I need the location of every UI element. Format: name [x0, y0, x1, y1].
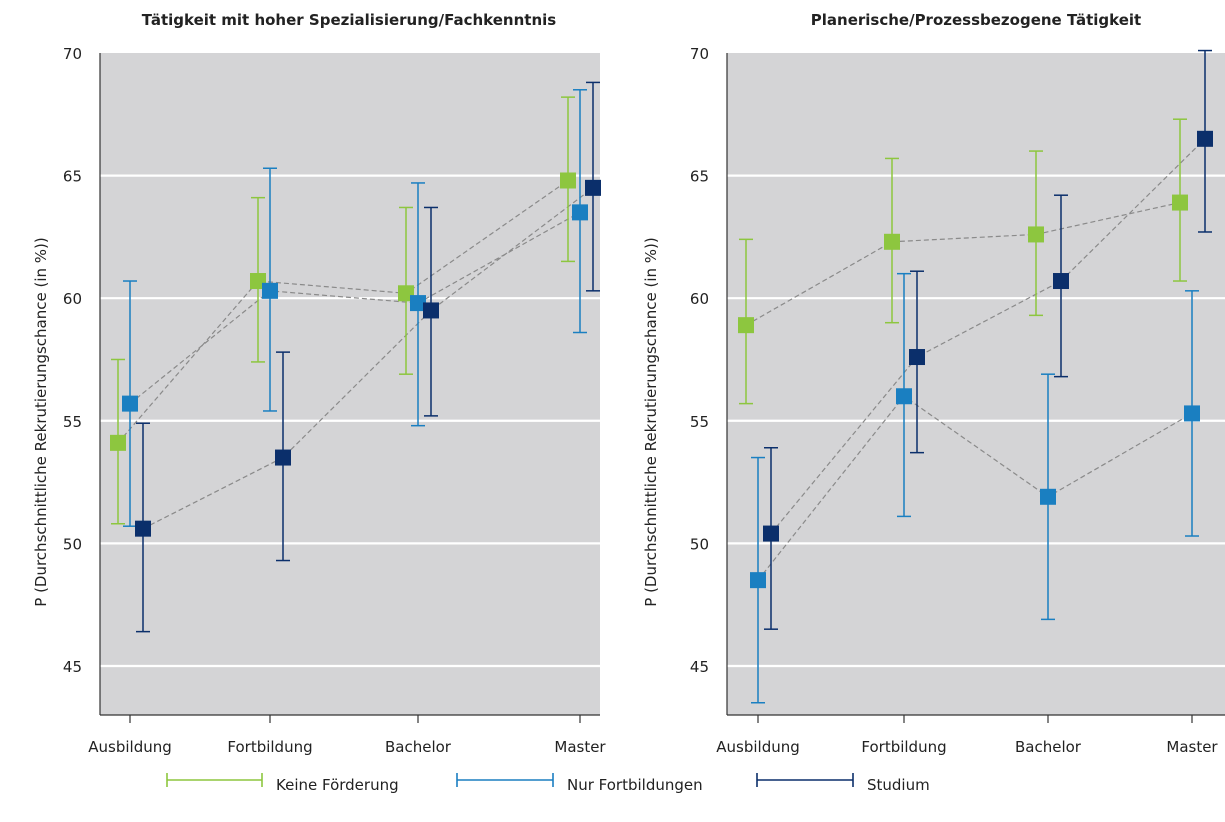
- y-tick-label: 65: [690, 168, 709, 186]
- series-connector: [117, 180, 569, 444]
- plot-area: [100, 53, 600, 715]
- y-tick-label: 45: [690, 658, 709, 676]
- y-tick-label: 65: [63, 168, 82, 186]
- y-axis-label: P (Durchschnittliche Rekrutierungschance…: [642, 237, 660, 607]
- y-tick-label: 50: [63, 535, 82, 553]
- data-point: [909, 349, 925, 366]
- legend-item-keine-foerderung: Keine Förderung: [166, 773, 399, 794]
- data-point: [560, 172, 576, 189]
- y-tick-label: 50: [690, 535, 709, 553]
- legend-label: Keine Förderung: [276, 776, 399, 794]
- data-point: [896, 388, 912, 405]
- data-point: [585, 179, 601, 196]
- y-tick-label: 55: [63, 413, 82, 431]
- data-point: [275, 449, 291, 466]
- data-point: [110, 434, 126, 451]
- series-connector: [757, 395, 1193, 581]
- data-point: [122, 395, 138, 412]
- series-connector: [770, 138, 1206, 534]
- x-tick-label: Master: [554, 738, 606, 756]
- x-tick-label: Ausbildung: [716, 738, 800, 756]
- chart-title: Planerische/Prozessbezogene Tätigkeit: [811, 11, 1141, 29]
- data-point: [1197, 130, 1213, 147]
- y-tick-label: 45: [63, 658, 82, 676]
- plot-area: [727, 53, 1225, 715]
- chart-panel-right: Planerische/Prozessbezogene Tätigkeit P …: [642, 11, 1225, 756]
- x-tick-label: Bachelor: [385, 738, 452, 756]
- y-tick-label: 70: [690, 45, 709, 63]
- x-tick-label: Fortbildung: [227, 738, 312, 756]
- data-point: [1040, 488, 1056, 505]
- x-tick-label: Bachelor: [1015, 738, 1082, 756]
- legend-item-nur-fortbildungen: Nur Fortbildungen: [456, 773, 703, 794]
- data-point: [410, 295, 426, 312]
- x-tick-label: Master: [1166, 738, 1218, 756]
- series-connector: [129, 211, 581, 405]
- data-point: [1184, 405, 1200, 422]
- chart-title: Tätigkeit mit hoher Spezialisierung/Fach…: [142, 11, 556, 29]
- data-point: [135, 520, 151, 537]
- data-point: [884, 233, 900, 250]
- legend: Keine Förderung Nur Fortbildungen Studiu…: [166, 773, 930, 794]
- data-point: [1028, 226, 1044, 243]
- y-tick-label: 60: [63, 290, 82, 308]
- x-tick-label: Ausbildung: [88, 738, 172, 756]
- series-connector: [745, 201, 1181, 326]
- y-axis-label: P (Durchschnittliche Rekrutierungschance…: [32, 237, 50, 607]
- legend-label: Nur Fortbildungen: [567, 776, 703, 794]
- data-point: [1053, 273, 1069, 290]
- data-point: [750, 572, 766, 589]
- data-point: [572, 204, 588, 221]
- series-connector: [142, 187, 594, 530]
- y-tick-label: 70: [63, 45, 82, 63]
- y-tick-label: 60: [690, 290, 709, 308]
- data-point: [423, 302, 439, 319]
- data-point: [1172, 194, 1188, 211]
- legend-label: Studium: [867, 776, 930, 794]
- y-tick-label: 55: [690, 413, 709, 431]
- data-point: [738, 317, 754, 334]
- x-tick-label: Fortbildung: [861, 738, 946, 756]
- legend-item-studium: Studium: [756, 773, 930, 794]
- data-point: [763, 525, 779, 542]
- data-point: [262, 282, 278, 299]
- chart-panel-left: Tätigkeit mit hoher Spezialisierung/Fach…: [32, 11, 606, 756]
